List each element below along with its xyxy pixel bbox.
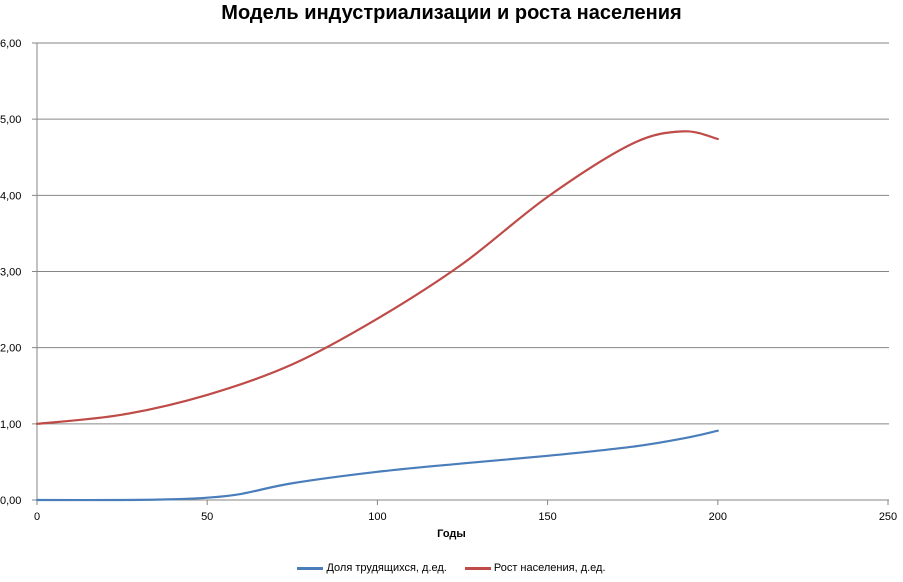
y-tick-label: 5,00 (0, 114, 21, 126)
y-tick-label: 0,00 (0, 495, 21, 507)
series-lines (35, 130, 719, 502)
series-line-0 (35, 429, 719, 502)
x-tick-label: 250 (879, 511, 897, 523)
x-axis-label: Годы (437, 528, 466, 540)
legend: Доля трудящихся, д.ед. Рост населения, д… (0, 562, 903, 574)
x-tick-label: 0 (34, 511, 40, 523)
x-tick-label: 50 (201, 511, 213, 523)
y-tick-label: 6,00 (0, 38, 21, 50)
x-tick-label: 200 (709, 511, 727, 523)
legend-label: Рост населения, д.ед. (493, 562, 606, 574)
y-tick-label: 3,00 (0, 267, 21, 279)
axes: 0,00 1,00 2,00 3,00 4,00 5,00 6,00 0 50 100 150 200… (0, 38, 897, 523)
x-tick-label: 150 (538, 511, 556, 523)
y-tick-label: 1,00 (0, 419, 21, 431)
legend-item-workers-share: Доля трудящихся, д.ед. (297, 562, 447, 574)
series-line-1 (35, 130, 719, 425)
y-tick-label: 4,00 (0, 190, 21, 202)
legend-item-population-growth: Рост населения, д.ед. (464, 562, 606, 574)
chart-title: Модель индустриализации и роста населени… (221, 2, 682, 24)
x-tick-label: 100 (368, 511, 386, 523)
legend-label: Доля трудящихся, д.ед. (326, 562, 447, 574)
legend-swatch-red (464, 566, 491, 570)
legend-swatch-blue (297, 566, 324, 570)
y-tick-label: 2,00 (0, 343, 21, 355)
gridlines (32, 42, 889, 501)
